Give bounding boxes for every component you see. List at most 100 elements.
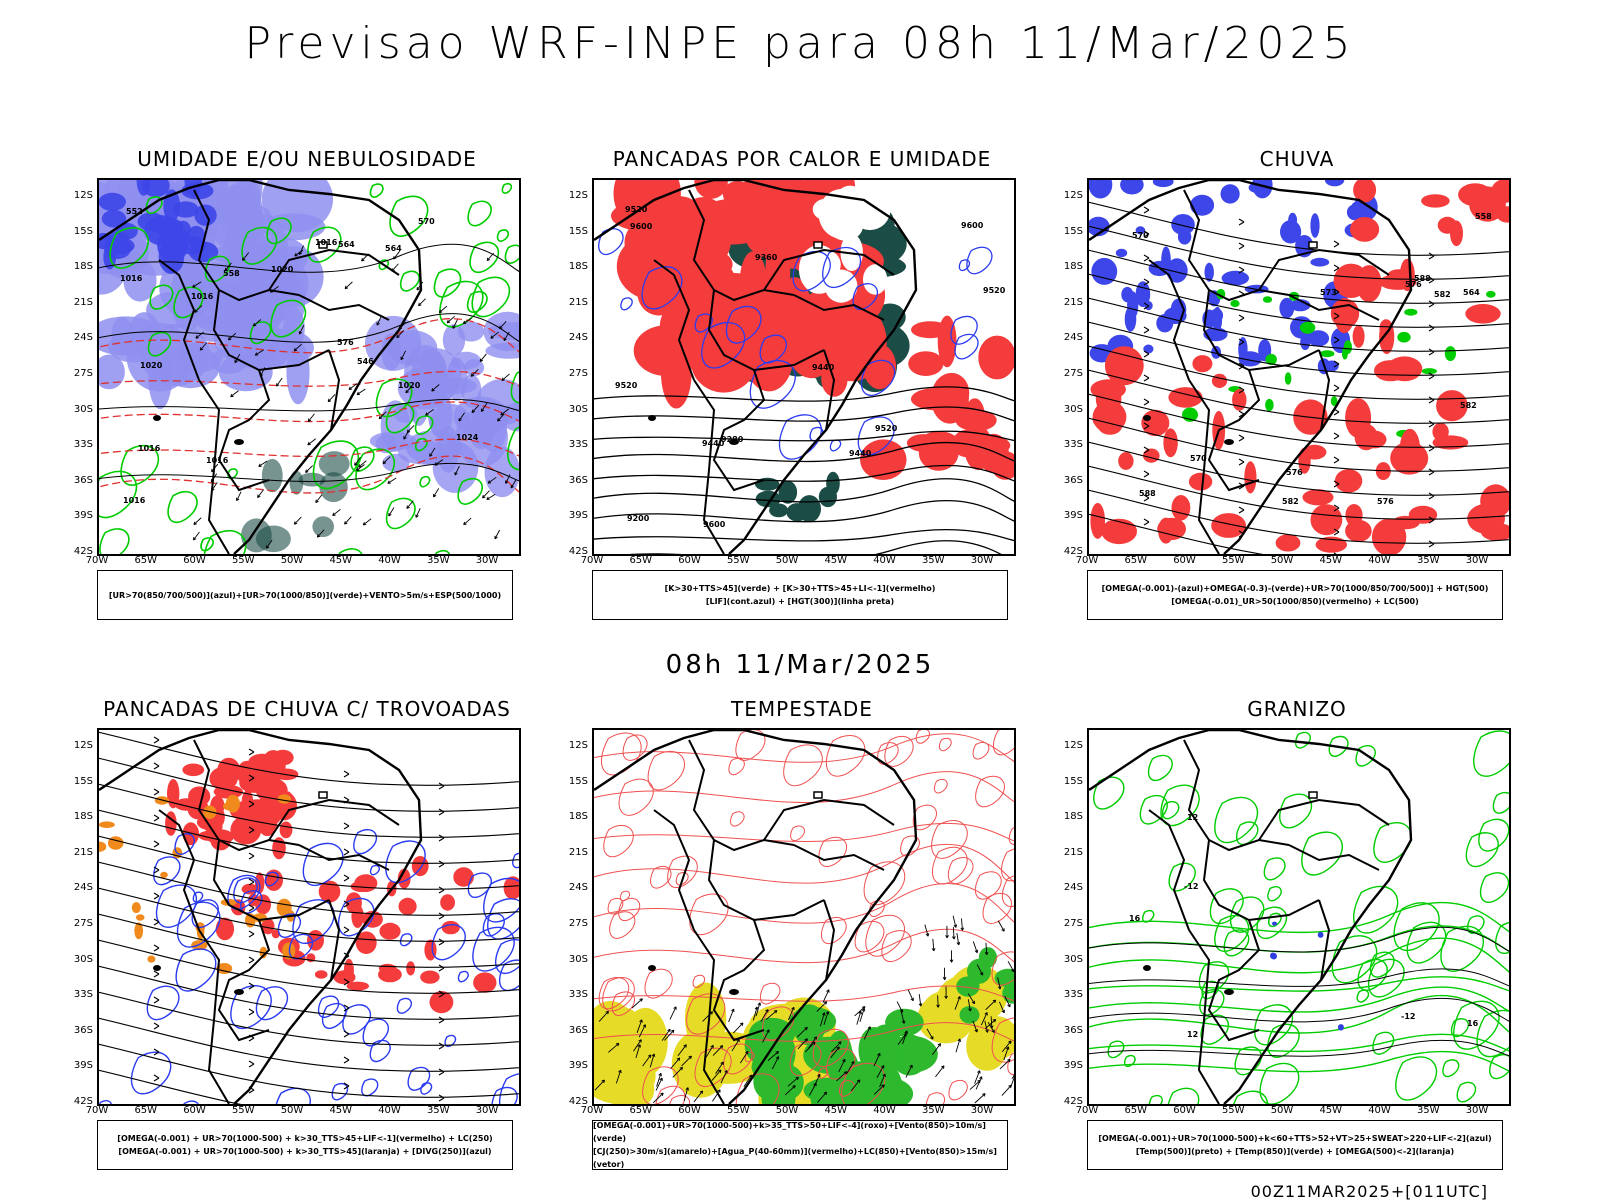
legend-line: [UR>70(850/700/500)](azul)+[UR>70(1000/8…	[109, 589, 501, 602]
lon-tick-label: 45W	[1316, 555, 1346, 566]
lat-tick-label: 24S	[558, 882, 588, 893]
lon-tick-label: 65W	[131, 1105, 161, 1116]
lon-tick-label: 35W	[1413, 555, 1443, 566]
contour-label: 570	[1190, 454, 1207, 463]
lon-tick-label: 65W	[131, 555, 161, 566]
lat-tick-label: 27S	[558, 918, 588, 929]
lon-tick-label: 50W	[1267, 555, 1297, 566]
lon-tick-label: 45W	[821, 555, 851, 566]
lat-tick-label: 33S	[558, 439, 588, 450]
lat-tick-label: 39S	[1053, 510, 1083, 521]
lat-tick-label: 36S	[558, 1025, 588, 1036]
lat-tick-label: 27S	[1053, 918, 1083, 929]
lon-tick-label: 70W	[577, 555, 607, 566]
lat-tick-label: 12S	[63, 190, 93, 201]
lon-tick-label: 35W	[423, 1105, 453, 1116]
lat-tick-label: 21S	[558, 297, 588, 308]
lon-tick-label: 40W	[375, 555, 405, 566]
contour-label: 1016	[206, 456, 229, 465]
panel-title: GRANIZO	[1082, 697, 1512, 721]
contour-label: 546	[357, 357, 374, 366]
panel-title: CHUVA	[1082, 147, 1512, 171]
panel-legend: [OMEGA(-0.001)-(azul)+OMEGA(-0.3)-(verde…	[1087, 570, 1503, 620]
lat-tick-label: 15S	[1053, 226, 1083, 237]
contour-label: 576	[1286, 468, 1303, 477]
contour-label: 9440	[812, 363, 835, 372]
lon-tick-label: 70W	[577, 1105, 607, 1116]
contour-label: -12	[1184, 882, 1198, 891]
lon-tick-label: 45W	[326, 1105, 356, 1116]
lon-tick-label: 60W	[675, 555, 705, 566]
legend-line: [OMEGA(-0.001)-(azul)+OMEGA(-0.3)-(verde…	[1102, 582, 1489, 595]
lat-tick-label: 15S	[63, 776, 93, 787]
lon-tick-label: 30W	[1462, 1105, 1492, 1116]
panel-legend: [OMEGA(-0.001)+UR>70(1000-500)+k>35_TTS>…	[592, 1120, 1008, 1170]
contour-label: 573	[1320, 288, 1337, 297]
lat-tick-label: 12S	[63, 740, 93, 751]
contour-label: 564	[1463, 288, 1480, 297]
lat-tick-label: 18S	[1053, 261, 1083, 272]
lon-tick-label: 30W	[1462, 555, 1492, 566]
contour-label: 9600	[703, 520, 726, 529]
lon-tick-label: 60W	[180, 555, 210, 566]
lat-tick-label: 39S	[63, 1060, 93, 1071]
lon-tick-label: 55W	[1218, 1105, 1248, 1116]
contour-label: 12	[1187, 1030, 1198, 1039]
lat-tick-label: 12S	[558, 740, 588, 751]
lon-tick-label: 65W	[626, 1105, 656, 1116]
contour-label: 1024	[456, 433, 479, 442]
map-panel	[592, 728, 1016, 1106]
contour-label: 576	[1377, 497, 1394, 506]
lon-tick-label: 55W	[228, 1105, 258, 1116]
lat-tick-label: 18S	[1053, 811, 1083, 822]
legend-line: [OMEGA(-0.001) + UR>70(1000-500) + k>30_…	[118, 1145, 491, 1158]
lon-tick-label: 30W	[967, 555, 997, 566]
contour-label: 558	[223, 269, 240, 278]
map-canvas: 9600952095209600952094409360928092009520…	[594, 180, 1014, 554]
contour-label: 1016	[138, 444, 161, 453]
lon-tick-label: 65W	[1121, 1105, 1151, 1116]
lon-tick-label: 30W	[472, 555, 502, 566]
lon-tick-label: 70W	[1072, 1105, 1102, 1116]
lat-tick-label: 18S	[63, 261, 93, 272]
lat-tick-label: 21S	[1053, 847, 1083, 858]
contour-label: 582	[1434, 290, 1451, 299]
lon-tick-label: 55W	[1218, 555, 1248, 566]
contour-label: 9200	[627, 514, 650, 523]
lat-tick-label: 30S	[1053, 954, 1083, 965]
legend-line: [LIF](cont.azul) + [HGT(300)](linha pret…	[706, 595, 894, 608]
lon-tick-label: 60W	[1170, 1105, 1200, 1116]
lat-tick-label: 15S	[558, 226, 588, 237]
lat-tick-label: 33S	[1053, 439, 1083, 450]
contour-label: 1020	[398, 381, 421, 390]
lat-tick-label: 36S	[1053, 1025, 1083, 1036]
panel-legend: [K>30+TTS>45](verde) + [K>30+TTS>45+LI<-…	[592, 570, 1008, 620]
lat-tick-label: 36S	[63, 1025, 93, 1036]
lat-tick-label: 15S	[63, 226, 93, 237]
contour-label: 16	[1467, 1019, 1479, 1028]
lat-tick-label: 24S	[558, 332, 588, 343]
contour-label: 588	[1139, 489, 1156, 498]
lon-tick-label: 70W	[82, 1105, 112, 1116]
lon-tick-label: 35W	[1413, 1105, 1443, 1116]
lat-tick-label: 21S	[1053, 297, 1083, 308]
lon-tick-label: 55W	[228, 555, 258, 566]
contour-label: 570	[1132, 231, 1149, 240]
lon-tick-label: 50W	[277, 1105, 307, 1116]
contour-label: 9440	[849, 449, 872, 458]
contour-label: 9360	[755, 253, 778, 262]
contour-label: 9600	[630, 222, 653, 231]
lon-tick-label: 45W	[1316, 1105, 1346, 1116]
lon-tick-label: 40W	[870, 1105, 900, 1116]
legend-line: [OMEGA(-0.01)_UR>50(1000/850)(vermelho) …	[1171, 595, 1419, 608]
lat-tick-label: 30S	[558, 404, 588, 415]
lat-tick-label: 24S	[1053, 332, 1083, 343]
lat-tick-label: 33S	[63, 439, 93, 450]
contour-label: 1020	[140, 361, 163, 370]
lon-tick-label: 65W	[626, 555, 656, 566]
lat-tick-label: 36S	[558, 475, 588, 486]
